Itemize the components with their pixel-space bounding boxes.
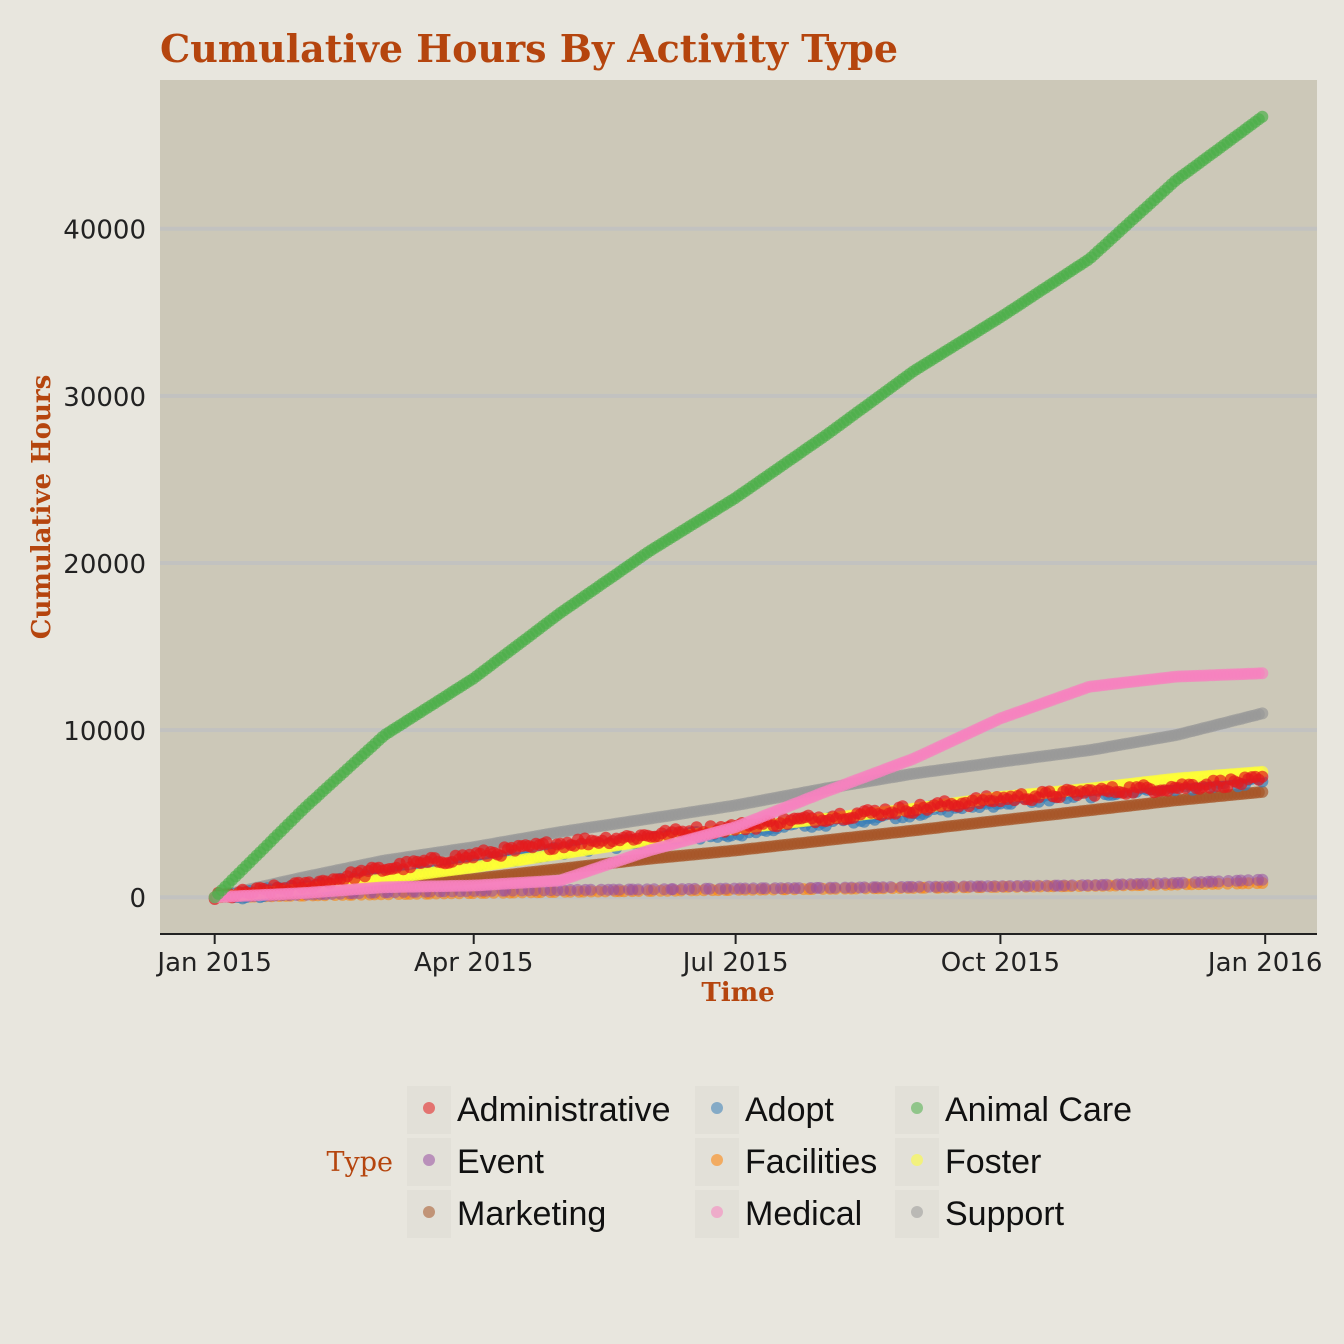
data-point — [1040, 879, 1053, 892]
legend-label: Event — [457, 1143, 544, 1181]
series-medical — [208, 667, 1269, 904]
chart-title: Cumulative Hours By Activity Type — [160, 26, 898, 71]
data-point — [759, 882, 772, 895]
x-tick-label: Jul 2015 — [681, 948, 789, 978]
legend-item: Facilities — [695, 1138, 877, 1186]
legend-label: Support — [945, 1195, 1065, 1233]
data-point — [1100, 878, 1113, 891]
legend-label: Administrative — [457, 1091, 671, 1129]
data-point — [632, 883, 645, 896]
data-point — [1256, 667, 1269, 680]
data-point — [947, 880, 960, 893]
data-point — [648, 883, 661, 896]
legend-marker — [423, 1102, 435, 1114]
legend-marker — [911, 1206, 923, 1218]
data-point — [1031, 879, 1044, 892]
data-points — [208, 110, 1269, 905]
legend: Type Administrative Adopt Animal Care Event… — [326, 1086, 1132, 1238]
legend-label: Facilities — [745, 1143, 877, 1181]
legend-item: Support — [895, 1190, 1065, 1238]
y-tick-label: 20000 — [63, 550, 146, 580]
legend-label: Adopt — [745, 1091, 834, 1129]
data-point — [813, 881, 826, 894]
legend-label: Foster — [945, 1143, 1041, 1181]
x-tick-label: Oct 2015 — [941, 948, 1060, 978]
data-point — [829, 881, 842, 894]
data-point — [719, 882, 732, 895]
y-axis-title: Cumulative Hours — [27, 375, 57, 639]
data-point — [1256, 110, 1269, 123]
data-point — [703, 882, 716, 895]
legend-item: Medical — [695, 1190, 862, 1238]
y-tick-label: 40000 — [63, 216, 146, 246]
data-point — [1256, 707, 1269, 720]
data-point — [793, 882, 805, 895]
series-animal-care — [208, 110, 1269, 904]
legend-item: Animal Care — [895, 1086, 1132, 1134]
data-point — [1256, 873, 1269, 886]
x-tick-label: Jan 2016 — [1206, 948, 1323, 978]
data-point — [613, 883, 626, 896]
data-point — [1242, 874, 1255, 887]
legend-title: Type — [326, 1147, 393, 1178]
legend-marker — [423, 1154, 435, 1166]
data-point — [1066, 879, 1079, 892]
data-point — [688, 882, 701, 895]
legend-label: Animal Care — [945, 1091, 1132, 1129]
legend-marker — [423, 1206, 435, 1218]
data-point — [1256, 770, 1269, 783]
data-point — [1142, 877, 1155, 890]
legend-marker — [711, 1102, 723, 1114]
x-tick-label: Apr 2015 — [414, 948, 533, 978]
data-point — [666, 883, 679, 896]
data-point — [913, 880, 926, 893]
data-point — [858, 881, 871, 894]
data-point — [1256, 785, 1269, 798]
legend-label: Marketing — [457, 1195, 606, 1233]
data-point — [1222, 875, 1235, 887]
y-tick-label: 30000 — [63, 383, 146, 413]
legend-item: Event — [407, 1138, 544, 1186]
legend-item: Foster — [895, 1138, 1041, 1186]
data-point — [1212, 875, 1225, 888]
y-axis-ticks: 0 10000 20000 30000 40000 — [63, 216, 146, 914]
legend-marker — [711, 1206, 723, 1218]
legend-item: Marketing — [407, 1190, 606, 1238]
x-axis-ticks: Jan 2015 Apr 2015 Jul 2015 Oct 2015 Jan 2016 — [155, 934, 1322, 978]
data-point — [884, 881, 897, 894]
legend-item: Adopt — [695, 1086, 834, 1134]
legend-label: Medical — [745, 1195, 862, 1233]
legend-marker — [911, 1154, 923, 1166]
data-point — [1023, 879, 1036, 892]
legend-marker — [911, 1102, 923, 1114]
data-point — [584, 883, 597, 896]
y-tick-label: 10000 — [63, 717, 146, 747]
legend-marker — [711, 1154, 723, 1166]
x-tick-label: Jan 2015 — [155, 948, 272, 978]
x-axis-title: Time — [701, 978, 774, 1008]
legend-item: Administrative — [407, 1086, 671, 1134]
data-point — [1176, 876, 1189, 889]
data-point — [747, 882, 760, 895]
y-tick-label: 0 — [129, 884, 146, 914]
